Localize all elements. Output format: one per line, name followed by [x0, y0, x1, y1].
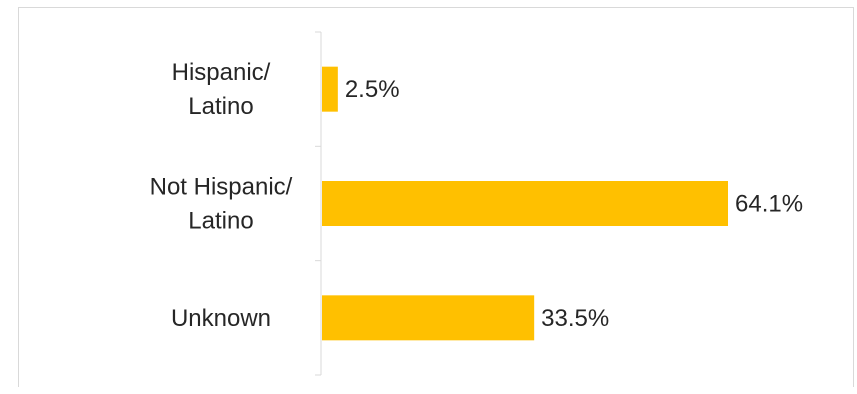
- category-label-line: Latino: [188, 93, 253, 120]
- data-label: 2.5%: [345, 76, 400, 103]
- labels-layer: 2.5% Hispanic/Latino 64.1% Not Hispanic/Lat…: [150, 59, 803, 332]
- category-label: Not Hispanic/Latino: [150, 174, 293, 235]
- category-label-line: Not Hispanic/: [150, 174, 293, 201]
- bar: [322, 181, 728, 226]
- axis-layer: [315, 31, 322, 376]
- bar: [322, 295, 535, 341]
- category-label-line: Latino: [188, 208, 253, 235]
- bar: [322, 66, 338, 112]
- data-label: 33.5%: [541, 305, 609, 332]
- category-label: Unknown: [171, 305, 271, 332]
- bars-layer: [322, 66, 728, 341]
- category-label: Hispanic/Latino: [172, 59, 271, 120]
- category-label-line: Unknown: [171, 305, 271, 332]
- data-label: 64.1%: [735, 191, 803, 218]
- chart-frame: [18, 7, 854, 387]
- category-label-line: Hispanic/: [172, 59, 271, 86]
